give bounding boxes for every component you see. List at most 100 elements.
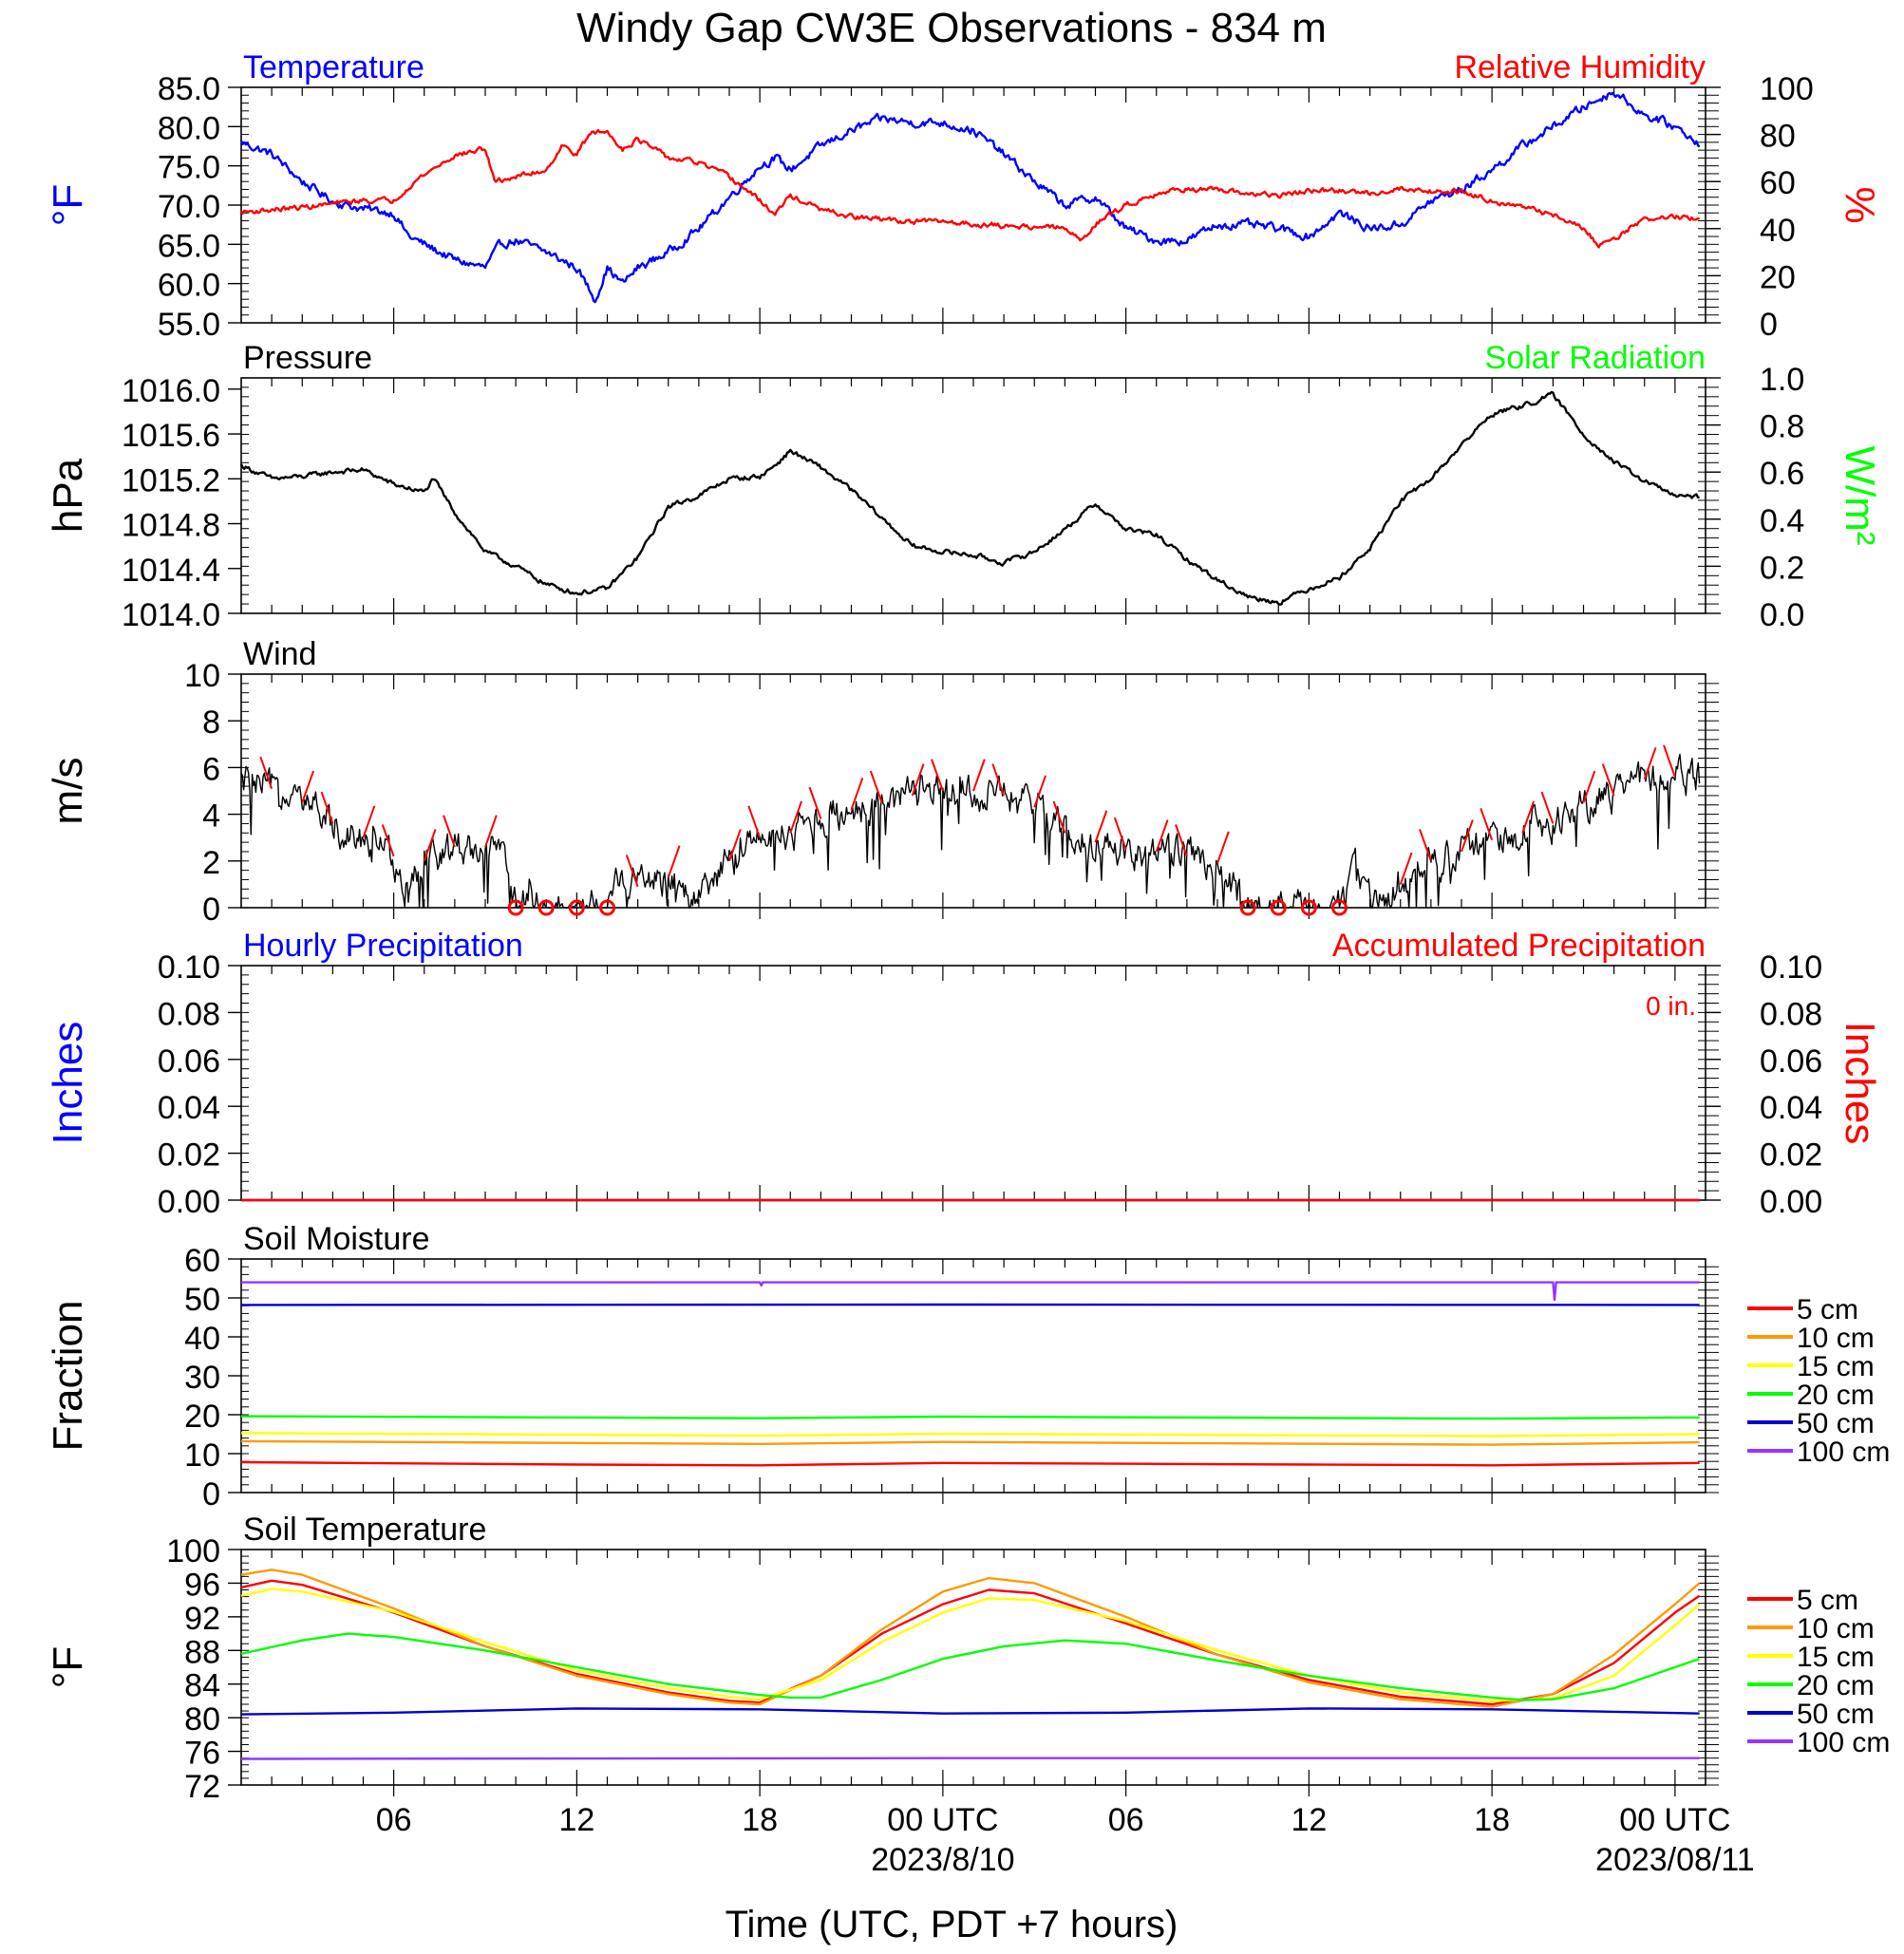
y-tick-label: 70.0 [158,189,220,225]
panel-right-title: Relative Humidity [1454,49,1706,85]
legend-label: 10 cm [1797,1323,1875,1354]
wind-barb [728,829,742,862]
calm-wind-marker [1270,899,1287,916]
panel-right-title: Accumulated Precipitation [1332,928,1706,964]
y-tick-label: 6 [202,751,220,787]
wind-barb [869,770,883,803]
y-tick-label: 1014.8 [122,508,220,544]
wind-barb [931,759,944,792]
y2-tick-label: 40 [1760,213,1796,249]
wind-barb [1399,852,1413,885]
x-tick-label: 06 [1108,1802,1144,1838]
y-tick-label: 30 [184,1360,220,1396]
y-tick-label: 72 [184,1769,220,1805]
y-tick-label: 75.0 [158,150,220,186]
wind-barb [667,845,681,878]
y-tick-label: 84 [184,1668,220,1704]
y2-tick-label: 0.2 [1760,550,1804,586]
y-tick-label: 85.0 [158,71,220,107]
wind-barb [972,759,986,792]
legend-label: 10 cm [1797,1613,1875,1644]
series-line [239,390,1700,606]
y-tick-label: 60.0 [158,268,220,304]
y-tick-label: 0.06 [158,1043,220,1080]
wind-barb [1155,819,1169,853]
y2-tick-label: 0.08 [1760,996,1822,1032]
calm-wind-marker [507,899,524,916]
calm-wind-marker [568,899,585,916]
wind-barb [1480,807,1494,840]
y-axis-label: Inches [45,1022,91,1145]
legend-label: 15 cm [1797,1642,1875,1673]
y2-tick-label: 20 [1760,259,1796,295]
legend-label: 20 cm [1797,1380,1875,1411]
wind-barb [808,786,822,819]
y-axis-label: hPa [45,458,91,533]
x-tick-date-label: 2023/08/11 [1595,1842,1755,1878]
y2-axis-label: W/m² [1837,445,1883,545]
y-tick-label: 76 [184,1736,220,1772]
series-line [241,1281,1700,1302]
y-axis-label: Fraction [45,1301,91,1452]
wind-barb [991,763,1006,797]
legend-label: 100 cm [1797,1437,1890,1468]
panels: 55.060.065.070.075.080.085.0020406080100… [45,49,1890,1878]
panel-left-title: Hourly Precipitation [243,928,523,964]
series-line [240,1432,1700,1437]
legend-label: 20 cm [1797,1670,1875,1701]
wind-barb [1052,800,1066,834]
y2-tick-label: 60 [1760,165,1796,201]
legend-label: 50 cm [1797,1408,1875,1439]
y-tick-label: 100 [166,1533,220,1569]
legend-label: 50 cm [1797,1699,1875,1730]
wind-barb [1094,810,1108,843]
y-tick-label: 55.0 [158,307,220,343]
wind-barb [301,770,315,803]
y-tick-label: 1015.6 [122,418,220,454]
wind-barb [1033,775,1047,808]
wind-barb [747,805,762,838]
calm-wind-marker [1239,899,1256,916]
y-tick-label: 65.0 [158,228,220,264]
y-tick-label: 0.02 [158,1137,220,1174]
y2-tick-label: 0.00 [1760,1184,1822,1220]
x-tick-label: 06 [376,1802,412,1838]
y2-tick-label: 0 [1760,307,1778,343]
y2-axis-label: % [1837,186,1883,223]
wind-barb [1461,819,1474,853]
y-tick-label: 60 [184,1243,220,1279]
x-tick-label: 18 [742,1802,778,1838]
y-axis-label: m/s [45,758,91,825]
series-line [240,1707,1700,1716]
x-tick-label: 18 [1474,1802,1510,1838]
y-tick-label: 0 [202,892,220,928]
wind-barb [423,829,437,862]
panel-right-title: Solar Radiation [1485,340,1706,376]
panel-left-title: Pressure [243,340,372,376]
wind-barb [1521,800,1536,834]
y2-tick-label: 0.8 [1760,409,1804,445]
wind-barb [911,763,925,797]
y-tick-label: 4 [202,799,220,835]
y-axis-label: °F [45,184,91,226]
y-tick-label: 10 [184,658,220,694]
calm-wind-marker [599,899,615,916]
y2-tick-label: 0.04 [1760,1090,1822,1126]
calm-wind-marker [1331,899,1348,916]
series-line [240,1757,1700,1760]
y-tick-label: 1014.4 [122,553,220,589]
wind-barb [1113,817,1127,850]
y-tick-label: 80.0 [158,110,220,146]
y2-tick-label: 0.06 [1760,1043,1822,1080]
wind-barb [443,815,456,848]
y-tick-label: 80 [184,1701,220,1738]
y-tick-label: 96 [184,1567,220,1603]
wind-barb [1643,746,1657,780]
legend-label: 5 cm [1797,1585,1858,1616]
figure-title: Windy Gap CW3E Observations - 834 m [576,5,1327,51]
wind-barb [625,855,639,888]
y-tick-label: 10 [184,1437,220,1474]
panel-left-title: Wind [243,636,316,672]
panel-4: 0.00 0.02 0.04 0.06 0.08 0.10 0.00 0.02 0.04 0.06… [45,928,1883,1220]
